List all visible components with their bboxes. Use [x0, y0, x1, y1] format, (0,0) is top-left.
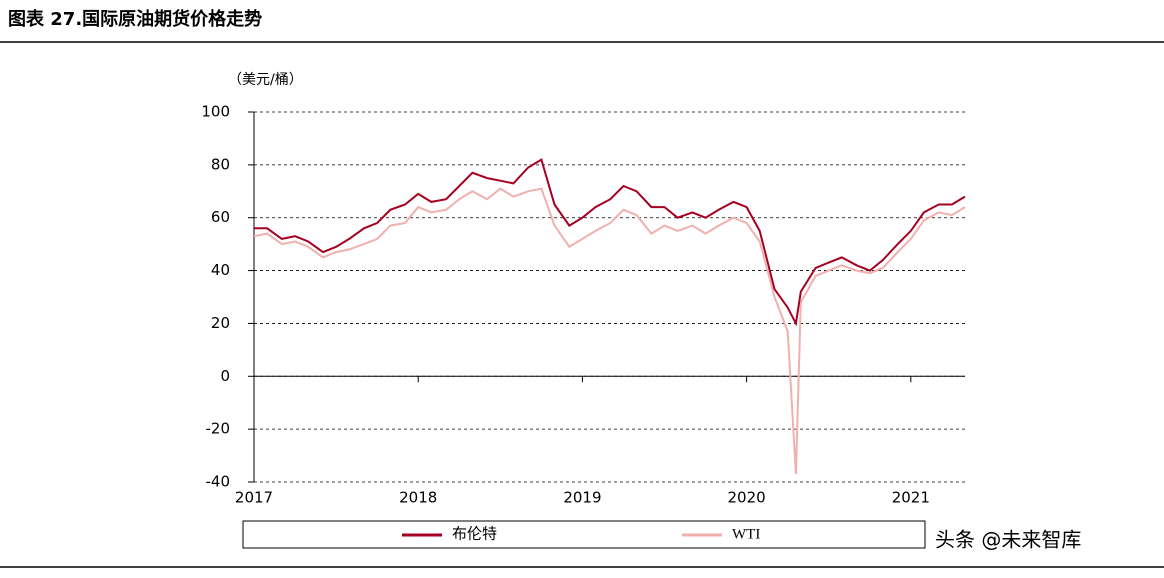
y-tick-label: -40 — [206, 473, 231, 491]
chart-title: 图表 27.国际原油期货价格走势 — [8, 8, 262, 30]
x-tick-label: 2019 — [563, 489, 601, 507]
y-tick-label: 100 — [201, 103, 230, 121]
x-tick-label: 2021 — [892, 489, 930, 507]
legend-label: 布伦特 — [452, 525, 497, 542]
legend-box — [242, 520, 926, 549]
x-tick-label: 2018 — [399, 489, 437, 507]
series-line — [253, 187, 966, 475]
y-tick-label: 20 — [211, 314, 230, 332]
y-tick-label: 60 — [211, 208, 230, 226]
watermark: 头条 @未来智库 — [935, 528, 1081, 552]
x-tick-label: 2020 — [728, 489, 766, 507]
y-tick-label: 80 — [211, 155, 230, 173]
y-tick-label: -20 — [206, 420, 231, 438]
y-unit: （美元/桶） — [228, 72, 303, 88]
y-tick-label: 40 — [211, 261, 230, 279]
series-line — [254, 158, 966, 327]
legend-label: WTI — [732, 526, 760, 542]
x-tick-label: 2017 — [235, 489, 273, 507]
y-tick-label: 0 — [220, 367, 230, 385]
